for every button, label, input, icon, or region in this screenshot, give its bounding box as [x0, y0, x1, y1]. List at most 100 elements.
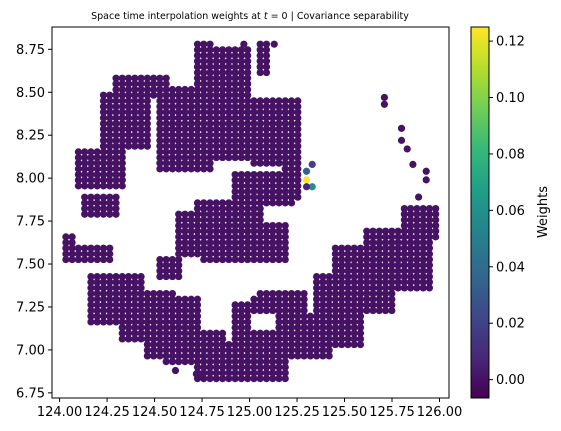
scatter-point: [281, 340, 289, 349]
scatter-point: [193, 142, 202, 150]
scatter-point: [93, 193, 101, 201]
y-axis: 6.757.007.257.507.758.008.258.508.75: [16, 43, 52, 401]
scatter-point: [294, 142, 302, 150]
scatter-point: [344, 329, 352, 337]
scatter-point: [74, 153, 82, 162]
scatter-point: [62, 250, 70, 258]
scatter-point: [206, 165, 214, 173]
scatter-point: [143, 301, 151, 309]
scatter-point: [269, 199, 277, 207]
scatter-point: [156, 267, 164, 275]
scatter-point: [175, 323, 183, 332]
scatter-point: [181, 340, 189, 349]
scatter-point: [313, 289, 321, 298]
scatter-point: [237, 346, 245, 354]
scatter-point: [244, 74, 252, 82]
scatter-point: [193, 306, 202, 315]
scatter-point: [294, 148, 302, 156]
scatter-point: [237, 374, 245, 383]
scatter-point: [269, 363, 277, 371]
scatter-point: [168, 318, 177, 326]
scatter-point: [281, 153, 289, 162]
scatter-point: [175, 85, 183, 94]
scatter-point: [275, 193, 283, 201]
scatter-point: [118, 306, 126, 315]
scatter-point: [106, 153, 114, 162]
x-tick-label: 125.50: [322, 405, 368, 420]
scatter-point: [168, 323, 177, 332]
scatter-point: [306, 340, 314, 349]
scatter-point: [124, 335, 133, 343]
scatter-point: [124, 125, 133, 133]
scatter-point: [313, 323, 321, 332]
scatter-point: [419, 284, 427, 292]
scatter-point: [131, 119, 139, 128]
scatter-point: [313, 335, 321, 343]
scatter-point: [99, 125, 108, 133]
scatter-point: [218, 131, 227, 139]
scatter-point: [131, 74, 139, 82]
scatter-point: [394, 227, 402, 235]
scatter-point: [425, 227, 434, 235]
scatter-point: [344, 289, 352, 298]
scatter-point: [187, 250, 195, 258]
y-tick-label: 8.25: [16, 129, 45, 144]
scatter-point: [300, 346, 308, 354]
scatter-point: [156, 85, 164, 94]
scatter-point: [143, 80, 151, 88]
scatter-point: [131, 329, 139, 337]
scatter-point: [193, 46, 202, 54]
scatter-point: [381, 306, 390, 315]
scatter-point: [187, 312, 195, 320]
scatter-point: [425, 216, 434, 224]
scatter-point: [218, 74, 227, 82]
scatter-point: [250, 176, 258, 184]
scatter-point: [137, 289, 145, 298]
scatter-point: [206, 142, 214, 150]
scatter-point: [106, 255, 114, 264]
scatter-point: [106, 125, 114, 133]
scatter-point: [300, 329, 308, 337]
scatter-point: [225, 153, 233, 162]
scatter-point: [193, 295, 202, 303]
scatter-point: [400, 221, 408, 230]
scatter-point: [187, 227, 195, 235]
scatter-point: [193, 250, 202, 258]
scatter-point: [143, 108, 151, 116]
scatter-point: [256, 119, 264, 128]
scatter-point: [118, 80, 126, 88]
scatter-point: [425, 250, 434, 258]
scatter-point: [131, 85, 139, 94]
scatter-point: [206, 57, 214, 65]
scatter-point: [422, 167, 430, 175]
scatter-point: [237, 193, 245, 201]
scatter-point: [363, 301, 371, 309]
scatter-point: [400, 233, 408, 241]
scatter-point: [419, 238, 427, 247]
scatter-point: [250, 295, 258, 303]
scatter-point: [388, 306, 396, 315]
scatter-point: [168, 261, 177, 269]
scatter-point: [262, 57, 271, 65]
scatter-point: [218, 80, 227, 88]
scatter-point: [300, 312, 308, 320]
scatter-point: [93, 182, 101, 190]
scatter-point: [206, 363, 214, 371]
scatter-point: [344, 284, 352, 292]
scatter-point: [237, 244, 245, 252]
scatter-point: [206, 102, 214, 111]
scatter-point: [118, 125, 126, 133]
scatter-point: [87, 289, 95, 298]
scatter-point: [338, 329, 346, 337]
scatter-point: [137, 114, 145, 122]
scatter-point: [150, 335, 158, 343]
scatter-point: [344, 312, 352, 320]
scatter-point: [407, 284, 415, 292]
scatter-point: [200, 255, 208, 264]
scatter-point: [231, 244, 239, 252]
scatter-point: [407, 221, 415, 230]
scatter-point: [99, 250, 108, 258]
scatter-point: [118, 278, 126, 286]
scatter-point: [269, 374, 277, 383]
scatter-point: [388, 255, 396, 264]
